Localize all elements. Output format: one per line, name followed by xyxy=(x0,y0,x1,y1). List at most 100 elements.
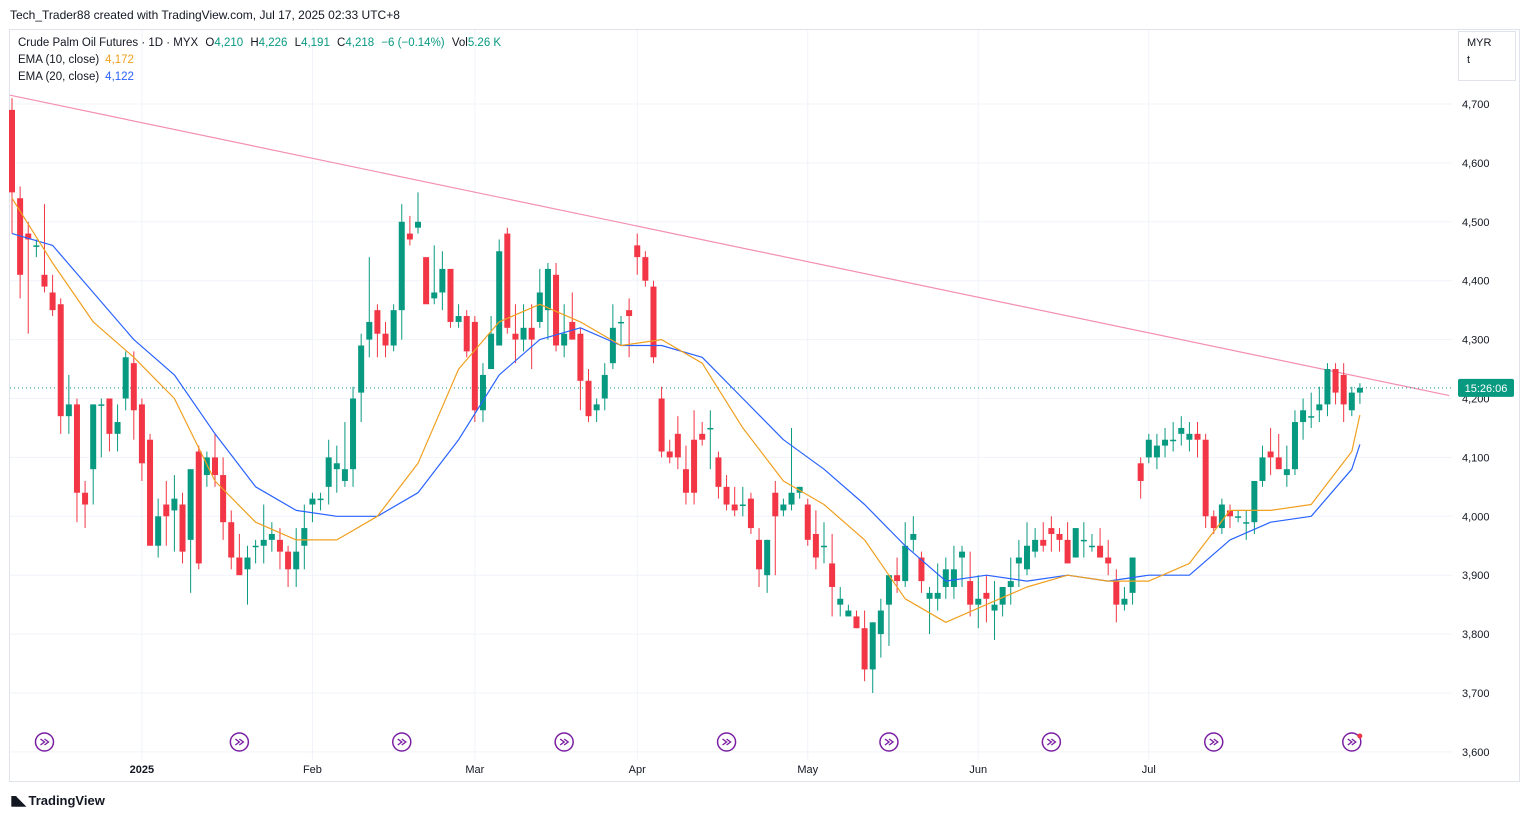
y-tick-label: 3,700 xyxy=(1462,688,1490,700)
candle-body xyxy=(885,575,892,605)
candle-body xyxy=(561,333,568,346)
candle xyxy=(991,581,998,640)
candle xyxy=(447,268,454,328)
candle-body xyxy=(902,545,909,582)
candle xyxy=(764,539,771,593)
candle-body xyxy=(1129,557,1136,593)
candle xyxy=(642,251,649,287)
candle xyxy=(780,498,787,517)
candle-body xyxy=(1007,581,1014,587)
candle-body xyxy=(650,286,657,358)
candle-body xyxy=(723,486,730,505)
ema10-label: EMA (10, close) xyxy=(18,54,100,66)
candle xyxy=(415,192,421,234)
candle-body xyxy=(691,439,698,493)
candle-body xyxy=(975,598,982,605)
candle xyxy=(634,233,641,275)
candle-body xyxy=(398,221,405,311)
dividend-marker-arrow xyxy=(40,738,50,746)
candle xyxy=(220,457,227,540)
open-value: 4,210 xyxy=(214,37,244,49)
candle-body xyxy=(268,533,275,540)
candle-body xyxy=(910,533,917,540)
candle-body xyxy=(228,522,235,558)
candle xyxy=(17,186,24,299)
candle-body xyxy=(1186,433,1193,440)
dividend-marker-icon[interactable] xyxy=(1342,732,1362,752)
legend-ema10-row[interactable]: EMA (10, close) 4,172 xyxy=(18,52,501,69)
candle-body xyxy=(536,292,543,322)
dividend-marker-icon[interactable] xyxy=(229,732,250,752)
ema20-label: EMA (20, close) xyxy=(18,71,100,83)
x-tick-label: 2025 xyxy=(130,764,154,776)
candle xyxy=(1275,433,1282,470)
ema-layer xyxy=(11,197,1361,623)
dividend-marker-icon[interactable] xyxy=(1041,732,1062,752)
candle xyxy=(658,386,665,458)
candle-body xyxy=(350,398,357,470)
candle-body xyxy=(171,498,178,511)
legend-ema20-row[interactable]: EMA (20, close) 4,122 xyxy=(18,69,501,86)
candle-body xyxy=(747,498,754,529)
candle-body xyxy=(41,274,48,287)
dividend-marker-icon[interactable] xyxy=(34,732,55,752)
candle xyxy=(138,398,145,481)
candle-body xyxy=(618,321,624,324)
candle xyxy=(398,204,405,340)
candle-body xyxy=(138,404,145,464)
y-tick-label: 4,100 xyxy=(1462,452,1490,464)
y-tick-label: 4,000 xyxy=(1462,511,1490,523)
candle-body xyxy=(49,292,56,311)
candle-body xyxy=(25,233,32,240)
candle xyxy=(276,528,283,570)
candle xyxy=(1227,504,1233,529)
candle xyxy=(98,398,105,458)
candle xyxy=(1308,392,1315,428)
dividend-marker-icon[interactable] xyxy=(554,732,574,752)
candle-body xyxy=(488,333,495,370)
candle xyxy=(682,445,689,505)
candle-body xyxy=(585,380,592,417)
dividend-marker-icon[interactable] xyxy=(716,732,737,752)
ema10-line xyxy=(11,197,1361,623)
candle-body xyxy=(1210,516,1217,529)
candle xyxy=(731,486,738,517)
dividend-marker-icon[interactable] xyxy=(1204,732,1224,752)
candle-body xyxy=(1283,469,1290,476)
ema20-line xyxy=(11,233,1361,582)
candle xyxy=(699,422,706,446)
candle-body xyxy=(1308,416,1315,418)
candle-body xyxy=(1153,445,1160,458)
symbol-title[interactable]: Crude Palm Oil Futures · 1D · MYX xyxy=(18,37,199,49)
x-tick-label: May xyxy=(797,764,818,776)
candle xyxy=(374,304,381,358)
candle-body xyxy=(1178,427,1185,434)
y-tick-label: 4,700 xyxy=(1462,99,1490,111)
candle-body xyxy=(804,504,811,540)
candle xyxy=(959,545,966,587)
currency-unit-box[interactable]: MYR t xyxy=(1458,31,1516,81)
candle xyxy=(1356,383,1363,404)
candle-body xyxy=(829,563,836,587)
candle xyxy=(179,492,186,564)
candle xyxy=(130,351,137,440)
tradingview-logo[interactable]: ▮◣ TradingView xyxy=(10,792,105,809)
dividend-marker-icon[interactable] xyxy=(392,732,412,752)
candle xyxy=(707,410,714,470)
candle xyxy=(812,510,819,570)
candle-body xyxy=(999,586,1006,605)
candle xyxy=(861,610,868,682)
candle-body xyxy=(658,398,665,452)
dividend-marker-icon[interactable] xyxy=(879,732,899,752)
notification-dot xyxy=(1357,733,1363,739)
candle xyxy=(910,516,917,552)
candle-body xyxy=(821,545,827,548)
candle-body xyxy=(707,427,714,430)
candle xyxy=(1178,416,1185,446)
candle xyxy=(561,304,568,358)
candle xyxy=(317,492,324,511)
y-tick-label: 4,400 xyxy=(1462,276,1490,288)
candle xyxy=(1291,410,1298,476)
chart-frame[interactable] xyxy=(9,29,1520,782)
